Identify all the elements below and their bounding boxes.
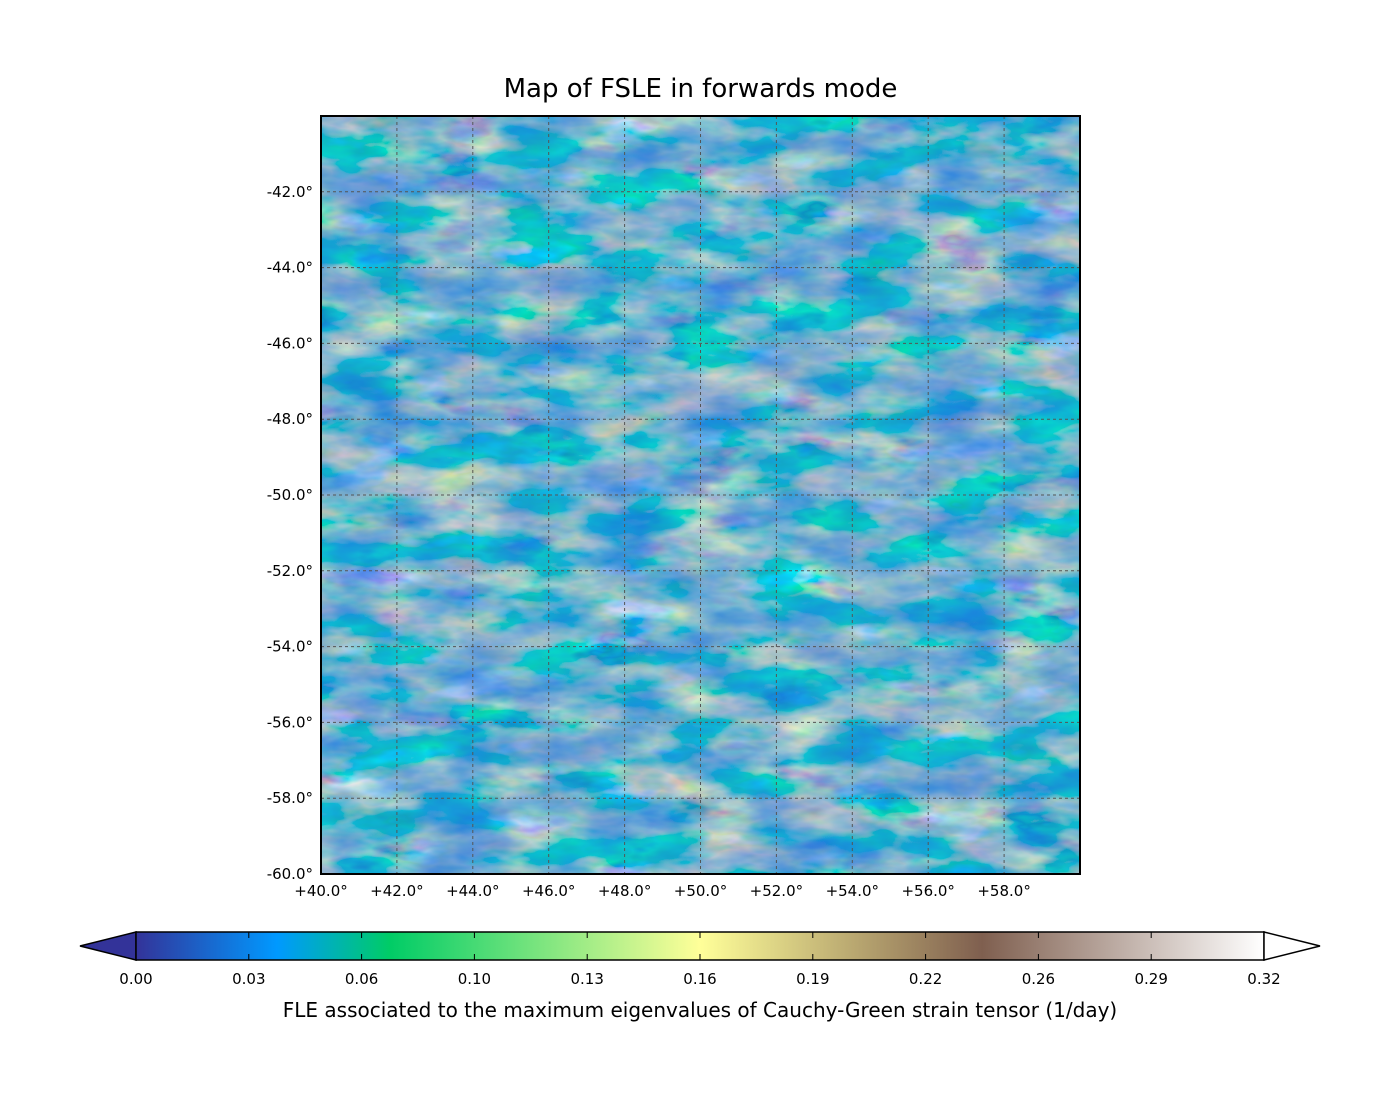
- y-tick-label: -48.0°: [267, 410, 313, 428]
- y-tick-label: -42.0°: [267, 183, 313, 201]
- y-tick-label: -54.0°: [267, 638, 313, 656]
- x-tick-label: +50.0°: [674, 882, 727, 900]
- colorbar-tick-label: 0.00: [119, 970, 152, 988]
- x-tick-label: +56.0°: [901, 882, 954, 900]
- colorbar-tick-label: 0.06: [345, 970, 378, 988]
- colorbar-label: FLE associated to the maximum eigenvalue…: [282, 998, 1118, 1022]
- colorbar-tick-label: 0.19: [796, 970, 829, 988]
- x-tick-label: +46.0°: [522, 882, 575, 900]
- colorbar-tick-label: 0.26: [1022, 970, 1055, 988]
- colorbar-tick-label: 0.16: [683, 970, 716, 988]
- x-tick-label: +48.0°: [598, 882, 651, 900]
- x-tick-label: +54.0°: [826, 882, 879, 900]
- colorbar-tick-label: 0.22: [909, 970, 942, 988]
- map-frame: [320, 115, 1081, 875]
- colorbar-tick-label: 0.13: [570, 970, 603, 988]
- y-tick-label: -60.0°: [267, 865, 313, 883]
- x-tick-label: +58.0°: [977, 882, 1030, 900]
- x-axis: +40.0° +42.0° +44.0° +46.0° +48.0° +50.0° +52.…: [294, 882, 1031, 900]
- x-tick-label: +44.0°: [446, 882, 499, 900]
- y-tick-label: -44.0°: [267, 259, 313, 277]
- chart-title: Map of FSLE in forwards mode: [503, 74, 898, 104]
- y-axis: -42.0° -44.0° -46.0° -48.0° -50.0° -52.0° -54.…: [267, 183, 313, 883]
- colorbar-tick-label: 0.10: [458, 970, 491, 988]
- x-tick-label: +42.0°: [370, 882, 423, 900]
- gridlines: [321, 116, 1080, 874]
- y-tick-label: -56.0°: [267, 713, 313, 731]
- x-tick-label: +40.0°: [294, 882, 347, 900]
- fsle-map: [320, 115, 1081, 875]
- colorbar-tick-label: 0.32: [1247, 970, 1280, 988]
- colorbar-tick-label: 0.03: [232, 970, 265, 988]
- x-tick-label: +52.0°: [750, 882, 803, 900]
- colorbar-ticks: 0.00 0.03 0.06 0.10 0.13 0.16 0.19 0.22 0.26 0.29…: [119, 932, 1281, 988]
- y-tick-label: -46.0°: [267, 334, 313, 352]
- colorbar-extend-high: [1263, 931, 1321, 961]
- y-tick-label: -58.0°: [267, 789, 313, 807]
- colorbar: 0.00 0.03 0.06 0.10 0.13 0.16 0.19 0.22 0.26 0.29…: [79, 931, 1321, 988]
- colorbar-tick-label: 0.29: [1134, 970, 1167, 988]
- y-tick-label: -52.0°: [267, 562, 313, 580]
- y-tick-label: -50.0°: [267, 486, 313, 504]
- colorbar-extend-low: [79, 931, 137, 961]
